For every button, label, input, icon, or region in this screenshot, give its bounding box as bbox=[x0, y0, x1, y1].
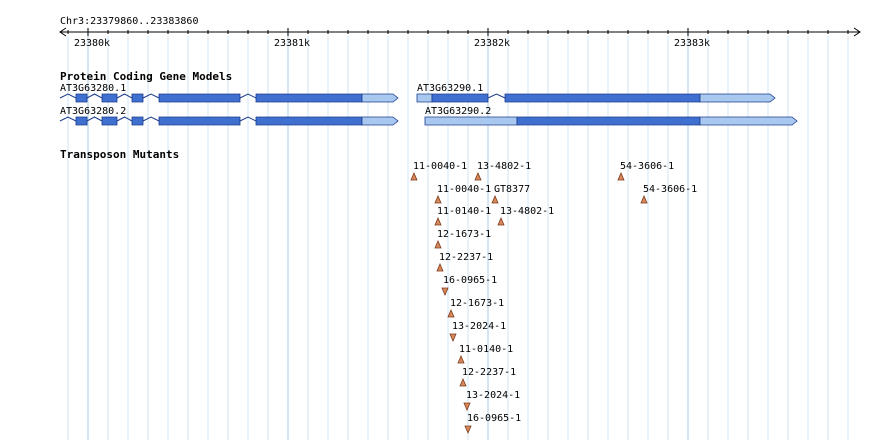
mutant-marker bbox=[449, 333, 457, 343]
mutants: 11-0040-1 13-4802-1 54-3606-111-0040-1 GT83… bbox=[410, 161, 697, 435]
exon bbox=[699, 93, 776, 103]
intron bbox=[239, 93, 257, 99]
mutant-label: 16-0965-1 bbox=[443, 275, 497, 286]
mutant-marker bbox=[434, 216, 442, 226]
exon bbox=[516, 116, 701, 126]
ruler-arrows bbox=[59, 27, 861, 37]
exon bbox=[101, 116, 118, 126]
exon bbox=[416, 93, 433, 103]
mutant-marker bbox=[436, 262, 444, 272]
genes: AT3G63280.1 AT3G63280.2 AT3G63290.1 AT3G632… bbox=[59, 83, 798, 126]
intron bbox=[239, 116, 257, 122]
exon bbox=[75, 93, 88, 103]
exon bbox=[158, 116, 241, 126]
exon bbox=[75, 116, 88, 126]
ruler-tick-label: 23380k bbox=[74, 38, 110, 49]
mutant-label: GT8377 bbox=[494, 184, 530, 195]
mutant-marker bbox=[491, 194, 499, 204]
intron bbox=[59, 116, 77, 122]
mutant-marker bbox=[434, 194, 442, 204]
grid bbox=[67, 36, 849, 440]
exon bbox=[131, 93, 144, 103]
mutant-marker bbox=[459, 377, 467, 387]
mutant-label: 11-0040-1 bbox=[413, 161, 467, 172]
mutant-label: 13-4802-1 bbox=[477, 161, 531, 172]
ruler-tick-label: 23382k bbox=[474, 38, 510, 49]
intron bbox=[86, 116, 103, 122]
mutant-marker bbox=[617, 171, 625, 181]
mutant-marker bbox=[497, 216, 505, 226]
exon bbox=[699, 116, 798, 126]
mutant-label: 12-2237-1 bbox=[462, 367, 516, 378]
intron bbox=[142, 116, 160, 122]
mutant-label: 11-0140-1 bbox=[459, 344, 513, 355]
track-title: Transposon Mutants bbox=[60, 148, 179, 161]
gene-label: AT3G63280.1 bbox=[60, 83, 126, 94]
mutant-label: 11-0140-1 bbox=[437, 206, 491, 217]
mutant-label: 12-1673-1 bbox=[450, 298, 504, 309]
intron bbox=[142, 93, 160, 99]
mutant-marker bbox=[410, 171, 418, 181]
mutant-marker bbox=[463, 402, 471, 412]
mutant-label: 16-0965-1 bbox=[467, 413, 521, 424]
mutant-label: 54-3606-1 bbox=[643, 184, 697, 195]
mutant-marker bbox=[457, 354, 465, 364]
exon bbox=[131, 116, 144, 126]
exon bbox=[158, 93, 241, 103]
mutant-marker bbox=[464, 425, 472, 435]
exon bbox=[255, 116, 363, 126]
mutant-label: 11-0040-1 bbox=[437, 184, 491, 195]
exon bbox=[361, 116, 399, 126]
mutant-label: 13-2024-1 bbox=[452, 321, 506, 332]
exon bbox=[424, 116, 518, 126]
exon bbox=[101, 93, 118, 103]
mutant-marker bbox=[434, 239, 442, 249]
gene-label: AT3G63280.2 bbox=[60, 106, 126, 117]
mutant-marker bbox=[447, 308, 455, 318]
intron bbox=[86, 93, 103, 99]
intron bbox=[59, 93, 77, 99]
track-title: Protein Coding Gene Models bbox=[60, 70, 232, 83]
mutant-label: 13-4802-1 bbox=[500, 206, 554, 217]
intron bbox=[116, 93, 133, 99]
exon bbox=[255, 93, 363, 103]
mutant-marker bbox=[640, 194, 648, 204]
intron bbox=[487, 93, 506, 99]
mutant-marker bbox=[441, 287, 449, 297]
ruler-tick-label: 23381k bbox=[274, 38, 310, 49]
exon bbox=[504, 93, 701, 103]
range-label: Chr3:23379860..23383860 bbox=[60, 16, 198, 27]
exon bbox=[361, 93, 399, 103]
gene-label: AT3G63290.1 bbox=[417, 83, 483, 94]
exon bbox=[431, 93, 489, 103]
mutant-label: 13-2024-1 bbox=[466, 390, 520, 401]
ruler-tick-label: 23383k bbox=[674, 38, 710, 49]
mutant-label: 54-3606-1 bbox=[620, 161, 674, 172]
mutant-label: 12-2237-1 bbox=[439, 252, 493, 263]
gene-label: AT3G63290.2 bbox=[425, 106, 491, 117]
mutant-marker bbox=[474, 171, 482, 181]
mutant-label: 12-1673-1 bbox=[437, 229, 491, 240]
intron bbox=[116, 116, 133, 122]
